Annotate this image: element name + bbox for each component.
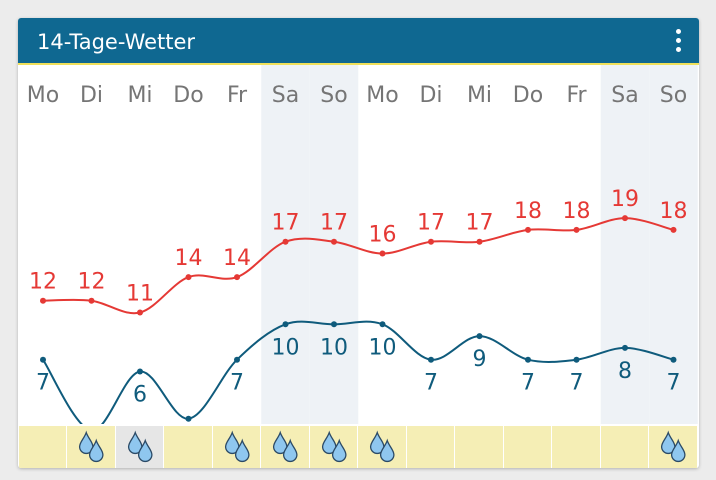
max-temperature-label: 12: [78, 270, 106, 295]
max-temperature-point: [573, 226, 580, 233]
max-temperature-label: 18: [514, 199, 542, 224]
min-temperature-label: 10: [272, 335, 300, 360]
raindrops-icon: [127, 430, 153, 463]
max-temperature-label: 17: [320, 211, 348, 236]
min-temperature-label: 7: [667, 371, 681, 396]
precipitation-cell: [358, 426, 407, 468]
precipitation-cell: [67, 426, 116, 468]
min-temperature-point: [40, 356, 46, 363]
weekend-shade: [649, 65, 698, 424]
precipitation-row: [18, 426, 699, 468]
max-temperature-point: [622, 215, 628, 222]
raindrops-icon: [661, 430, 686, 463]
day-label: Mi: [127, 83, 152, 108]
min-temperature-point: [525, 356, 531, 363]
min-temperature-label: 7: [36, 371, 50, 396]
max-temperature-label: 11: [126, 282, 154, 307]
min-temperature-point: [234, 356, 240, 363]
min-temperature-label: 10: [369, 335, 397, 360]
day-label: Do: [173, 83, 203, 108]
max-temperature-label: 17: [272, 211, 300, 236]
precipitation-cell: [212, 426, 262, 468]
precipitation-cell: [649, 426, 698, 468]
more-vert-icon[interactable]: [669, 27, 687, 55]
min-temperature-label: 7: [230, 371, 244, 396]
max-temperature-point: [331, 238, 337, 245]
max-temperature-point: [525, 226, 531, 233]
precipitation-cell: [261, 426, 310, 468]
forecast-widget: 14-Tage-Wetter Mo Di Mi Do Fr Sa So Mo Di Mi Do Fr S…: [18, 18, 699, 468]
day-label: Fr: [566, 83, 587, 108]
widget-title: 14-Tage-Wetter: [37, 30, 196, 54]
max-temperature-label: 17: [417, 211, 445, 236]
max-temperature-label: 14: [175, 246, 203, 271]
precipitation-cell: [552, 426, 601, 468]
min-temperature-point: [282, 321, 289, 328]
day-label: Sa: [611, 83, 638, 108]
day-label: Di: [80, 83, 103, 108]
max-temperature-label: 18: [563, 199, 591, 224]
raindrops-icon: [79, 430, 104, 463]
min-temperature-label: 8: [618, 359, 632, 384]
precipitation-cell: [309, 426, 359, 468]
min-temperature-label: 6: [133, 383, 147, 408]
day-label: Fr: [227, 83, 248, 108]
min-temperature-label: 10: [320, 335, 348, 360]
min-temperature-point: [573, 356, 580, 363]
raindrops-icon: [224, 430, 250, 463]
min-temperature-label: 7: [521, 371, 535, 396]
min-temperature-label: 7: [570, 371, 584, 396]
precipitation-cell: [164, 426, 213, 468]
precipitation-cell: [115, 426, 165, 468]
max-temperature-label: 16: [369, 223, 397, 248]
precipitation-cell: [455, 426, 504, 468]
max-temperature-label: 18: [660, 199, 688, 224]
max-temperature-point: [282, 238, 289, 245]
min-temperature-point: [476, 333, 483, 340]
max-temperature-point: [40, 297, 46, 304]
max-temperature-point: [379, 250, 386, 257]
min-temperature-point: [331, 321, 337, 328]
day-label: Mo: [27, 83, 59, 108]
min-temperature-point: [622, 344, 628, 351]
widget-header: 14-Tage-Wetter: [18, 18, 699, 65]
min-temperature-point: [137, 368, 143, 375]
max-temperature-point: [428, 238, 434, 245]
max-temperature-point: [476, 238, 483, 245]
day-label: Mi: [467, 83, 492, 108]
raindrops-icon: [321, 430, 347, 463]
max-temperature-label: 19: [611, 187, 639, 212]
day-label: So: [660, 83, 687, 108]
day-label: Sa: [272, 83, 299, 108]
max-temperature-point: [137, 309, 143, 316]
precipitation-cell: [503, 426, 553, 468]
max-temperature-point: [185, 274, 192, 281]
weekend-shade: [600, 65, 650, 424]
min-temperature-point: [428, 356, 434, 363]
min-temperature-point: [670, 356, 677, 363]
day-label: Do: [513, 83, 543, 108]
day-label: Mo: [366, 83, 398, 108]
day-label: Di: [419, 83, 442, 108]
min-temperature-label: 9: [473, 347, 487, 372]
raindrops-icon: [370, 430, 395, 463]
max-temperature-point: [234, 274, 240, 281]
precipitation-cell: [600, 426, 650, 468]
temperature-chart: Mo Di Mi Do Fr Sa So Mo Di Mi Do Fr Sa So 12 12 11 14 14 17…: [18, 65, 699, 424]
min-temperature-point: [379, 321, 386, 328]
max-temperature-line: [42, 217, 674, 315]
temperature-chart-svg: Mo Di Mi Do Fr Sa So Mo Di Mi Do Fr Sa So 12 12 11 14 14 17…: [27, 65, 698, 424]
max-temperature-point: [88, 297, 95, 304]
max-temperature-label: 17: [466, 211, 494, 236]
min-temperature-point: [185, 415, 192, 422]
max-temperature-point: [670, 226, 677, 233]
precipitation-cell: [18, 426, 68, 468]
raindrops-icon: [273, 430, 298, 463]
day-label: So: [320, 83, 347, 108]
min-temperature-label: 7: [424, 371, 438, 396]
max-temperature-label: 14: [223, 246, 251, 271]
precipitation-cell: [406, 426, 456, 468]
max-temperature-label: 12: [29, 270, 57, 295]
